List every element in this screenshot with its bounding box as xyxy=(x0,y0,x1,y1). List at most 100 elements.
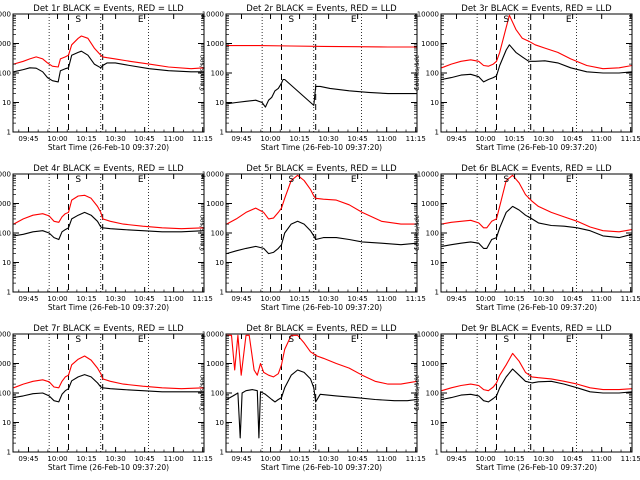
y-tick-label: 1000 xyxy=(0,40,11,48)
x-tick-label: 10:15 xyxy=(504,135,524,143)
marker-s: S xyxy=(75,15,81,25)
series-line-lld xyxy=(226,174,417,225)
y-tick-label: 10 xyxy=(215,419,224,427)
x-axis-label: Start Time (26-Feb-10 09:37:20) xyxy=(261,463,382,472)
x-tick-label: 11:15 xyxy=(621,455,640,463)
x-tick-label: 09:45 xyxy=(18,135,38,143)
x-tick-label: 10:45 xyxy=(135,455,155,463)
x-tick-label: 10:15 xyxy=(289,295,309,303)
series-group xyxy=(226,334,417,439)
x-tick-label: 11:00 xyxy=(592,135,612,143)
y-tick-label: 10000 xyxy=(417,331,439,339)
x-tick-label: 10:45 xyxy=(563,295,583,303)
y-tick-label: 10000 xyxy=(417,171,439,179)
marker-s: S xyxy=(503,175,509,185)
x-tick-label: 11:15 xyxy=(406,455,426,463)
marker-s: S xyxy=(75,175,81,185)
series-line-lld xyxy=(13,35,204,70)
x-tick-label: 10:15 xyxy=(76,295,96,303)
y-tick-label: 1000 xyxy=(206,200,224,208)
panel-title: Det 3r BLACK = Events, RED = LLD xyxy=(461,4,612,14)
x-tick-label: 11:00 xyxy=(164,295,184,303)
y-tick-label: 1000 xyxy=(206,40,224,48)
x-axis-label: Start Time (26-Feb-10 09:37:20) xyxy=(476,303,597,312)
x-tick-label: 11:15 xyxy=(193,295,213,303)
series-line-lld xyxy=(441,14,632,70)
series-line-lld xyxy=(13,194,204,230)
panel-title: Det 7r BLACK = Events, RED = LLD xyxy=(33,324,184,334)
y-tick-label: 1000 xyxy=(0,200,11,208)
x-tick-label: 09:45 xyxy=(446,455,466,463)
series-line-events xyxy=(13,211,204,241)
x-tick-label: 11:15 xyxy=(406,135,426,143)
x-tick-label: 10:00 xyxy=(475,295,495,303)
y-tick-label: 1000 xyxy=(421,360,439,368)
x-tick-label: 11:00 xyxy=(592,455,612,463)
marker-s: S xyxy=(288,175,294,185)
x-tick-label: 10:45 xyxy=(348,295,368,303)
y-tick-label: 1 xyxy=(7,449,11,457)
marker-e: E xyxy=(351,15,357,25)
x-axis-label: Start Time (26-Feb-10 09:37:20) xyxy=(48,303,169,312)
x-tick-label: 10:30 xyxy=(319,135,339,143)
x-tick-label: 10:15 xyxy=(504,455,524,463)
y-tick-label: 1000 xyxy=(0,360,11,368)
series-group xyxy=(226,45,417,108)
axes-frame xyxy=(12,13,205,133)
x-tick-label: 10:00 xyxy=(475,455,495,463)
y-tick-label: 10000 xyxy=(202,11,224,19)
x-tick-label: 10:00 xyxy=(47,295,67,303)
series-group xyxy=(441,14,632,83)
series-line-events xyxy=(441,368,632,403)
x-tick-label: 10:45 xyxy=(563,455,583,463)
y-tick-label: 1000 xyxy=(421,200,439,208)
y-tick-label: 100 xyxy=(0,390,11,398)
x-tick-label: 10:45 xyxy=(348,135,368,143)
y-tick-label: 10000 xyxy=(202,331,224,339)
x-axis-label: Start Time (26-Feb-10 09:37:20) xyxy=(261,303,382,312)
x-tick-label: 10:15 xyxy=(76,135,96,143)
series-line-events xyxy=(441,205,632,249)
series-line-events xyxy=(13,50,204,83)
y-tick-label: 10 xyxy=(430,419,439,427)
x-tick-label: 10:00 xyxy=(260,295,280,303)
y-tick-label: 10000 xyxy=(202,171,224,179)
y-tick-label: 100 xyxy=(211,70,224,78)
y-tick-label: 1 xyxy=(220,289,224,297)
series-line-lld xyxy=(441,174,632,233)
y-axis-label: Counts/sec xyxy=(198,375,206,411)
x-tick-label: 11:15 xyxy=(621,135,640,143)
y-tick-label: 100 xyxy=(0,70,11,78)
marker-e: E xyxy=(138,15,144,25)
x-tick-label: 10:30 xyxy=(319,455,339,463)
x-tick-label: 10:15 xyxy=(504,295,524,303)
axes-frame xyxy=(225,13,418,133)
x-axis-label: Start Time (26-Feb-10 09:37:20) xyxy=(476,463,597,472)
x-tick-label: 10:45 xyxy=(348,455,368,463)
series-group xyxy=(13,355,204,403)
x-tick-label: 11:15 xyxy=(406,295,426,303)
x-axis-label: Start Time (26-Feb-10 09:37:20) xyxy=(261,143,382,152)
x-tick-label: 09:45 xyxy=(18,295,38,303)
series-line-lld xyxy=(441,352,632,392)
panel-title: Det 8r BLACK = Events, RED = LLD xyxy=(246,324,397,334)
panel-title: Det 5r BLACK = Events, RED = LLD xyxy=(246,164,397,174)
x-tick-label: 09:45 xyxy=(231,135,251,143)
marker-s: S xyxy=(288,335,294,345)
axes-frame xyxy=(440,173,633,293)
x-tick-label: 11:00 xyxy=(164,135,184,143)
y-axis-label: Counts/sec xyxy=(413,375,421,411)
y-tick-label: 10 xyxy=(2,99,11,107)
panel-title: Det 4r BLACK = Events, RED = LLD xyxy=(33,164,184,174)
y-tick-label: 1 xyxy=(435,129,439,137)
x-tick-label: 10:00 xyxy=(47,455,67,463)
series-line-events xyxy=(441,44,632,83)
marker-e: E xyxy=(351,335,357,345)
